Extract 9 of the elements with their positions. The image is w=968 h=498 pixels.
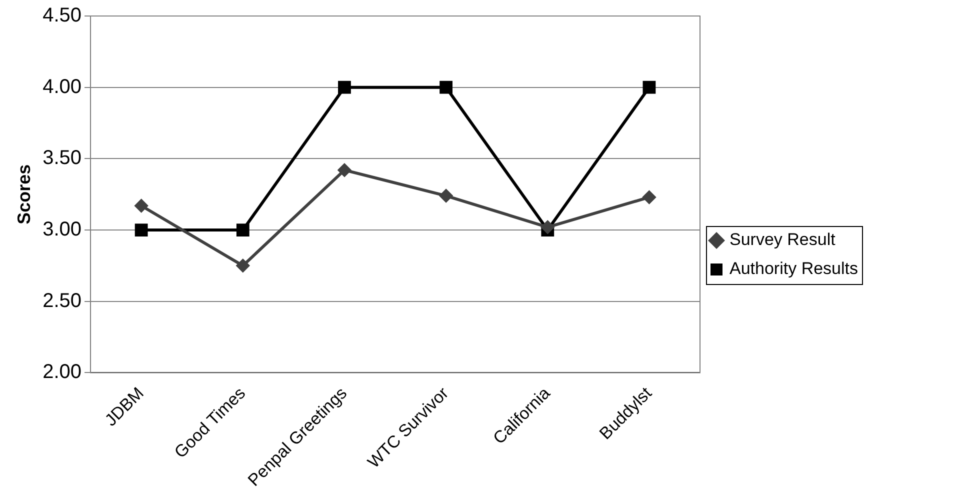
y-tick-label: 4.00 xyxy=(42,76,82,98)
legend-label: Survey Result xyxy=(730,230,836,250)
y-tick-label: 4.50 xyxy=(42,4,82,27)
y-axis-title: Scores xyxy=(14,164,34,224)
y-tick-label: 3.50 xyxy=(42,147,82,170)
y-tick-label: 2.50 xyxy=(42,290,82,312)
y-tick-label: 2.00 xyxy=(42,361,82,384)
y-tick-label: 3.00 xyxy=(42,218,82,241)
legend-label: Authority Results xyxy=(730,259,858,278)
